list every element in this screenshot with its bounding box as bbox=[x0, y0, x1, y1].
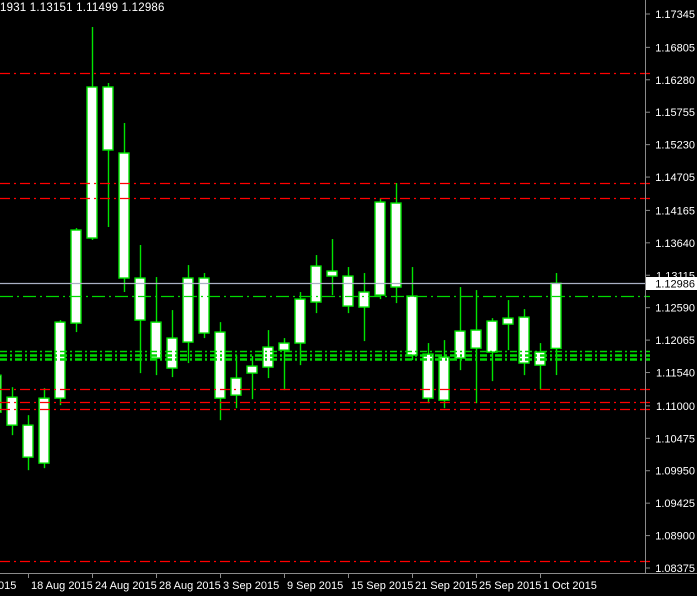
candlestick[interactable] bbox=[38, 397, 50, 464]
price-tick-label: 1.15755 bbox=[655, 107, 695, 119]
candlestick[interactable] bbox=[0, 374, 2, 413]
candlestick[interactable] bbox=[230, 377, 242, 396]
price-tick-label: 1.14165 bbox=[655, 205, 695, 217]
price-tick-label: 1.10475 bbox=[655, 433, 695, 445]
candlestick[interactable] bbox=[102, 86, 114, 151]
candlestick[interactable] bbox=[246, 365, 258, 374]
date-tick-label: 24 Aug 2015 bbox=[95, 580, 157, 592]
candlestick[interactable] bbox=[454, 330, 466, 359]
candlestick[interactable] bbox=[278, 342, 290, 351]
candlestick[interactable] bbox=[326, 270, 338, 277]
price-tick-label: 1.14705 bbox=[655, 172, 695, 184]
date-tick-label: 1 Oct 2015 bbox=[543, 580, 597, 592]
candlestick[interactable] bbox=[550, 282, 562, 350]
candlestick[interactable] bbox=[166, 337, 178, 369]
price-tick-label: 1.08900 bbox=[655, 531, 695, 543]
price-tick-label: 1.12065 bbox=[655, 335, 695, 347]
candlestick[interactable] bbox=[118, 152, 130, 279]
candlestick[interactable] bbox=[6, 396, 18, 426]
price-tick-label: 1.11000 bbox=[656, 401, 695, 413]
current-price-label: 1.12986 bbox=[655, 279, 695, 291]
date-tick-label: 15 Sep 2015 bbox=[351, 580, 413, 592]
candlestick[interactable] bbox=[438, 356, 450, 401]
candlestick[interactable] bbox=[86, 86, 98, 239]
candlestick[interactable] bbox=[518, 316, 530, 364]
price-tick-label: 1.12590 bbox=[655, 303, 695, 315]
candlestick[interactable] bbox=[502, 317, 514, 325]
candlestick[interactable] bbox=[342, 275, 354, 307]
candlestick[interactable] bbox=[294, 298, 306, 344]
date-tick-label: 25 Sep 2015 bbox=[479, 580, 541, 592]
candlestick[interactable] bbox=[70, 229, 82, 324]
candlestick[interactable] bbox=[262, 346, 274, 368]
candlestick[interactable] bbox=[182, 277, 194, 343]
candlestick[interactable] bbox=[390, 202, 402, 288]
date-tick-label: 015 bbox=[0, 580, 16, 592]
price-tick-label: 1.08375 bbox=[655, 563, 695, 575]
price-tick-label: 1.11540 bbox=[656, 368, 695, 380]
date-tick-label: 28 Aug 2015 bbox=[159, 580, 221, 592]
price-tick-label: 1.09425 bbox=[655, 498, 695, 510]
price-tick-label: 1.16805 bbox=[655, 42, 695, 54]
price-tick-label: 1.17345 bbox=[655, 9, 695, 21]
candlestick[interactable] bbox=[134, 277, 146, 321]
price-tick-label: 1.15230 bbox=[655, 140, 695, 152]
candlestick[interactable] bbox=[214, 331, 226, 399]
date-tick-label: 18 Aug 2015 bbox=[31, 580, 93, 592]
candlestick[interactable] bbox=[422, 353, 434, 399]
current-price-box bbox=[646, 277, 697, 290]
date-tick-label: 21 Sep 2015 bbox=[415, 580, 477, 592]
candlestick[interactable] bbox=[470, 329, 482, 349]
price-tick-label: 1.09950 bbox=[655, 466, 695, 478]
candlestick[interactable] bbox=[198, 277, 210, 334]
candlestick[interactable] bbox=[406, 295, 418, 356]
candlestick[interactable] bbox=[486, 320, 498, 353]
date-tick-label: 9 Sep 2015 bbox=[287, 580, 343, 592]
candlestick[interactable] bbox=[22, 424, 34, 458]
price-tick-label: 1.13640 bbox=[655, 238, 695, 250]
date-tick-label: 3 Sep 2015 bbox=[223, 580, 279, 592]
candlestick[interactable] bbox=[150, 321, 162, 359]
candlestick[interactable] bbox=[358, 291, 370, 308]
price-tick-label: 1.16280 bbox=[655, 75, 695, 87]
candlestick[interactable] bbox=[374, 201, 386, 296]
